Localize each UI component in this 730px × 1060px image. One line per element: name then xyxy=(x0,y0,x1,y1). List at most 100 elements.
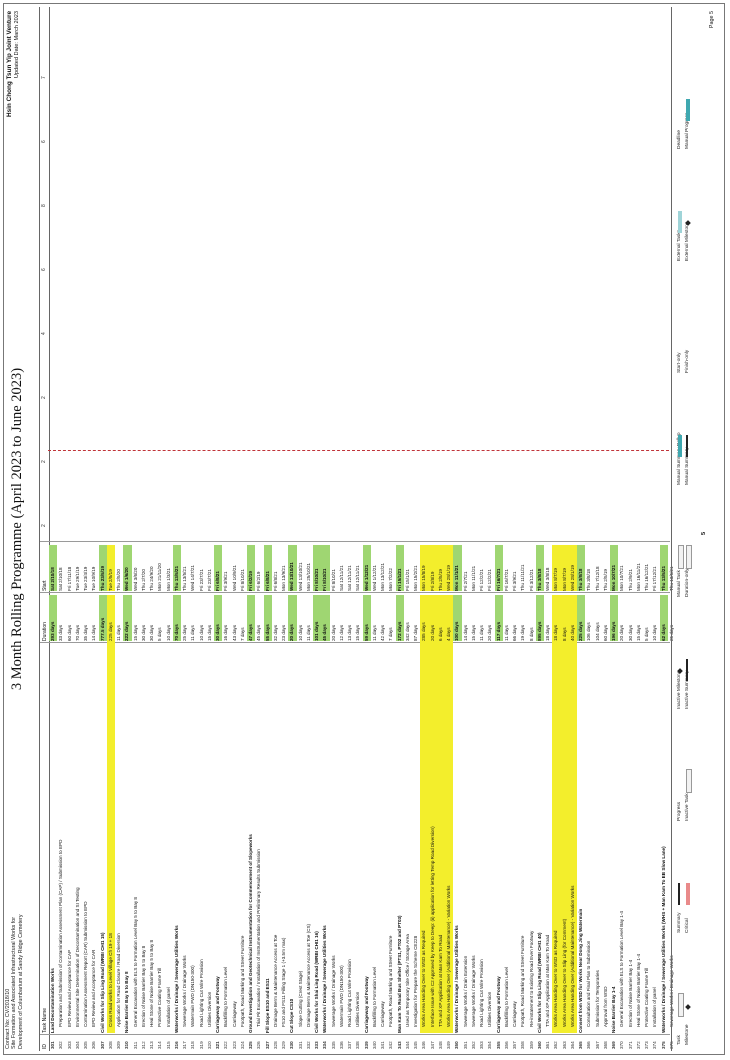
task-id: 330 xyxy=(289,1041,295,1049)
task-name: Consultation and Final Plan to Submissio… xyxy=(586,940,592,1027)
task-name: Trial Pit Excavation / Installation of I… xyxy=(256,849,262,1027)
task-start: Thu 7/12/18 xyxy=(594,566,600,591)
timeline-tick: 7 xyxy=(41,76,47,79)
task-start: Thu 2/5/19 xyxy=(436,545,445,591)
task-id: 367 xyxy=(594,1041,600,1049)
legend-column: Manual Summary Rollup Manual Summary xyxy=(676,432,692,485)
task-start: Fri 15/1/21 xyxy=(395,545,404,591)
task-id: 359 xyxy=(528,1041,534,1049)
task-duration: 18 days xyxy=(552,595,561,641)
task-duration: 225 days xyxy=(577,595,586,641)
task-start: Tue 10/9/19 xyxy=(91,566,97,591)
task-id: 323 xyxy=(231,1041,237,1049)
task-id: 370 xyxy=(619,1041,625,1049)
timeline-tick: 6 xyxy=(41,140,47,143)
task-duration: 285 days xyxy=(420,595,429,641)
task-name: Fill Slope ES10 and ES11 xyxy=(264,978,270,1033)
task-name: Contamination Assessment Report (CAR) Su… xyxy=(83,901,88,1027)
col-header-duration[interactable]: Duration xyxy=(42,622,48,641)
legend-swatch xyxy=(686,99,690,121)
legend-item: Inactive Summary xyxy=(684,659,692,709)
task-start: Thu 3/8/18 xyxy=(577,545,586,591)
task-duration: 7 days xyxy=(239,627,245,641)
task-start: Fri 3/9/21 xyxy=(223,571,229,591)
task-start: Wed 3/8/18 xyxy=(545,567,550,591)
col-header-id[interactable]: ID xyxy=(42,1044,48,1049)
timeline-tick: 6 xyxy=(41,268,47,271)
task-name: Footpath, Road Marking and Street Furnit… xyxy=(388,935,394,1027)
task-id: 343 xyxy=(396,1041,402,1049)
legend-label: External Milestone xyxy=(685,221,690,261)
task-duration: 20 days xyxy=(288,595,297,641)
task-id: 363 xyxy=(561,1041,567,1049)
task-duration: 25 days xyxy=(182,624,187,641)
legend-swatch xyxy=(678,883,680,905)
legend-swatch xyxy=(686,659,688,681)
task-duration: 40 days xyxy=(568,595,577,641)
task-name: Application for Road Closure / Road Dive… xyxy=(116,933,121,1027)
task-name: Land Decontamination Works xyxy=(50,968,55,1033)
task-id: 356 xyxy=(503,1041,509,1049)
legend-item: Inactive Milestone xyxy=(676,668,684,709)
legend-item: Manual Progress xyxy=(684,99,692,149)
task-start: Thu 13/5/21 xyxy=(172,545,181,591)
task-duration: 15 days xyxy=(470,624,476,641)
task-duration: 30 days xyxy=(149,624,154,641)
task-start: Mon 10/7/21 xyxy=(610,545,619,591)
task-start: Sat 12/11/21 xyxy=(355,565,361,591)
task-name: EPD Review and Acceptance for CAP xyxy=(66,949,72,1027)
task-duration: 70 days xyxy=(172,595,181,641)
legend-item: Manual Summary xyxy=(684,432,692,485)
task-name: Utilities Diversion xyxy=(487,991,493,1027)
task-id: 319 xyxy=(198,1041,204,1049)
task-duration: 6 days xyxy=(436,595,445,641)
col-header-start[interactable]: Start xyxy=(42,580,48,591)
task-start: Mon 15/8/19 xyxy=(420,545,429,591)
task-duration: 5 days xyxy=(157,627,163,641)
task-name: Used as Temporary Site Office / Storage … xyxy=(404,934,410,1027)
task-duration: 293 days xyxy=(49,595,58,641)
col-header-name[interactable]: Task Name xyxy=(42,1007,48,1033)
task-id: 355 xyxy=(495,1041,501,1049)
task-duration: 43 days xyxy=(231,624,237,641)
task-name: Erection of Noise Barrier Bay 5 to Bay 8 xyxy=(140,945,146,1027)
task-id: 348 xyxy=(437,1041,443,1049)
task-id: 364 xyxy=(569,1041,575,1049)
task-name: Sewerage Works / Drainage Works xyxy=(470,955,476,1027)
task-start: Thu 13/5/21 xyxy=(659,545,668,591)
task-duration: 19 days xyxy=(520,624,526,641)
task-id: 324 xyxy=(239,1041,245,1049)
task-start: Fri 3/9/21 xyxy=(512,571,517,591)
task-name: Installation of panel xyxy=(165,987,171,1027)
task-name: Carriageway xyxy=(231,1001,237,1027)
task-id: 360 xyxy=(536,1041,542,1049)
legend-column: Progress Inactive Task xyxy=(676,769,692,821)
timeline-tick: 2 xyxy=(41,460,47,463)
task-name: Drainage Berm & Maintenance Access at To… xyxy=(272,934,278,1027)
task-name: Works Area Handing Over to Slip Ling (fo… xyxy=(560,639,569,1033)
task-id: 369 xyxy=(611,1041,616,1049)
task-id: 322 xyxy=(223,1041,229,1049)
task-name: Civil Works for Shai Ling Road (WRBI CHI… xyxy=(314,931,319,1033)
task-id: 336 xyxy=(338,1041,344,1049)
task-duration: 45 days xyxy=(256,624,262,641)
task-start: Fri 6/8/21 xyxy=(272,571,278,591)
task-start: Thu 16/12/21 xyxy=(644,563,649,591)
task-start: Fri 6/8/21 xyxy=(263,545,272,591)
task-id: 340 xyxy=(371,1041,377,1049)
task-duration: 11 days xyxy=(190,625,196,641)
legend-label: Finish-only xyxy=(685,349,690,373)
task-start: Thu 24/9/20 xyxy=(149,566,154,591)
timeline-tick: 2 xyxy=(41,524,47,527)
task-name: Civil Works for Slip Ling Road (WRBI CHI… xyxy=(536,932,542,1033)
task-start: Fri 16/7/21 xyxy=(494,545,503,591)
task-id: 368 xyxy=(602,1041,608,1049)
task-start: Thu 11/11/21 xyxy=(520,564,526,591)
task-duration: 342 days xyxy=(404,622,410,641)
task-id: 320 xyxy=(206,1041,212,1049)
legend-label: Manual Task xyxy=(677,570,682,597)
task-start: Wed 28/1/19 xyxy=(445,545,454,591)
task-name: Investigation for Prepare the Scheme CE2… xyxy=(413,935,418,1027)
task-id: 310 xyxy=(124,1041,130,1049)
legend-label: External Tasks xyxy=(677,229,682,261)
